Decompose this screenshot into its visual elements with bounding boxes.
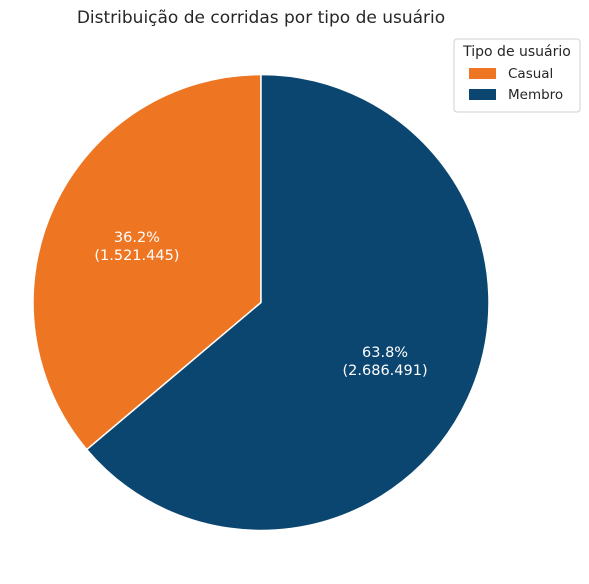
legend-title: Tipo de usuário [462, 44, 571, 60]
legend: Tipo de usuário Casual Membro [453, 38, 581, 113]
pie-slice-casual [32, 73, 262, 451]
legend-swatch-membro [469, 89, 496, 100]
slice-percent-label: 63.8% [362, 345, 408, 361]
legend-swatch-casual [469, 68, 496, 79]
chart-title: Distribuição de corridas por tipo de usu… [77, 8, 445, 28]
pie-slices [32, 73, 490, 532]
pie-slice-labels: 36.2% (1.521.445) 63.8% (2.686.491) [94, 230, 427, 379]
legend-label-casual: Casual [508, 66, 553, 82]
slice-percent-label: 36.2% [114, 230, 160, 246]
legend-entries: Casual Membro [469, 66, 563, 103]
legend-label-membro: Membro [508, 87, 563, 103]
slice-count-label: (2.686.491) [343, 363, 428, 379]
pie-slice-membro [85, 73, 490, 532]
slice-count-label: (1.521.445) [94, 248, 179, 264]
